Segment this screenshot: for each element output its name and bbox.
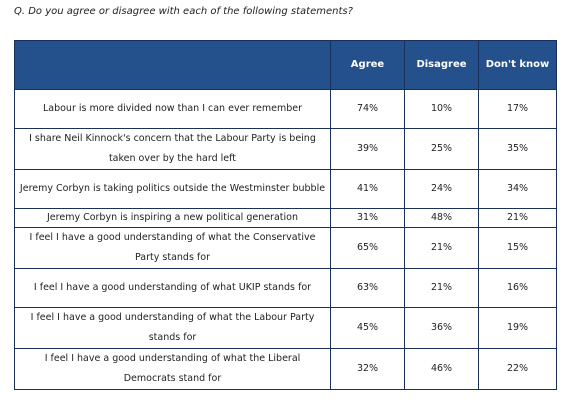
disagree-cell: 46% <box>404 348 479 390</box>
statement-cell: I feel I have a good understanding of wh… <box>14 227 331 269</box>
statement-cell: Labour is more divided now than I can ev… <box>14 89 331 129</box>
statement-cell: I feel I have a good understanding of wh… <box>14 268 331 308</box>
statement-cell: Jeremy Corbyn is taking politics outside… <box>14 169 331 209</box>
table-row: Labour is more divided now than I can ev… <box>14 89 557 129</box>
agree-cell: 65% <box>330 227 405 269</box>
table-row: I feel I have a good understanding of wh… <box>14 348 557 390</box>
agree-cell: 32% <box>330 348 405 390</box>
table-row: I share Neil Kinnock's concern that the … <box>14 128 557 170</box>
statement-cell: I share Neil Kinnock's concern that the … <box>14 128 331 170</box>
survey-results-table: Agree Disagree Don't know Labour is more… <box>14 40 557 390</box>
dont-know-cell: 21% <box>478 208 557 228</box>
table-row: I feel I have a good understanding of wh… <box>14 268 557 308</box>
table-row: Jeremy Corbyn is inspiring a new politic… <box>14 208 557 228</box>
agree-cell: 45% <box>330 307 405 349</box>
dont-know-cell: 17% <box>478 89 557 129</box>
header-statement <box>14 40 331 90</box>
disagree-cell: 24% <box>404 169 479 209</box>
disagree-cell: 10% <box>404 89 479 129</box>
disagree-cell: 36% <box>404 307 479 349</box>
agree-cell: 39% <box>330 128 405 170</box>
dont-know-cell: 22% <box>478 348 557 390</box>
statement-cell: Jeremy Corbyn is inspiring a new politic… <box>14 208 331 228</box>
disagree-cell: 25% <box>404 128 479 170</box>
agree-cell: 31% <box>330 208 405 228</box>
table-header-row: Agree Disagree Don't know <box>14 40 557 90</box>
agree-cell: 41% <box>330 169 405 209</box>
agree-cell: 63% <box>330 268 405 308</box>
header-agree: Agree <box>330 40 405 90</box>
statement-cell: I feel I have a good understanding of wh… <box>14 307 331 349</box>
dont-know-cell: 15% <box>478 227 557 269</box>
table-row: I feel I have a good understanding of wh… <box>14 307 557 349</box>
header-disagree: Disagree <box>404 40 479 90</box>
table-row: Jeremy Corbyn is taking politics outside… <box>14 169 557 209</box>
disagree-cell: 21% <box>404 268 479 308</box>
dont-know-cell: 34% <box>478 169 557 209</box>
dont-know-cell: 16% <box>478 268 557 308</box>
dont-know-cell: 19% <box>478 307 557 349</box>
statement-cell: I feel I have a good understanding of wh… <box>14 348 331 390</box>
dont-know-cell: 35% <box>478 128 557 170</box>
disagree-cell: 21% <box>404 227 479 269</box>
table-row: I feel I have a good understanding of wh… <box>14 227 557 269</box>
header-dont-know: Don't know <box>478 40 557 90</box>
disagree-cell: 48% <box>404 208 479 228</box>
agree-cell: 74% <box>330 89 405 129</box>
question-text: Q. Do you agree or disagree with each of… <box>14 6 353 17</box>
